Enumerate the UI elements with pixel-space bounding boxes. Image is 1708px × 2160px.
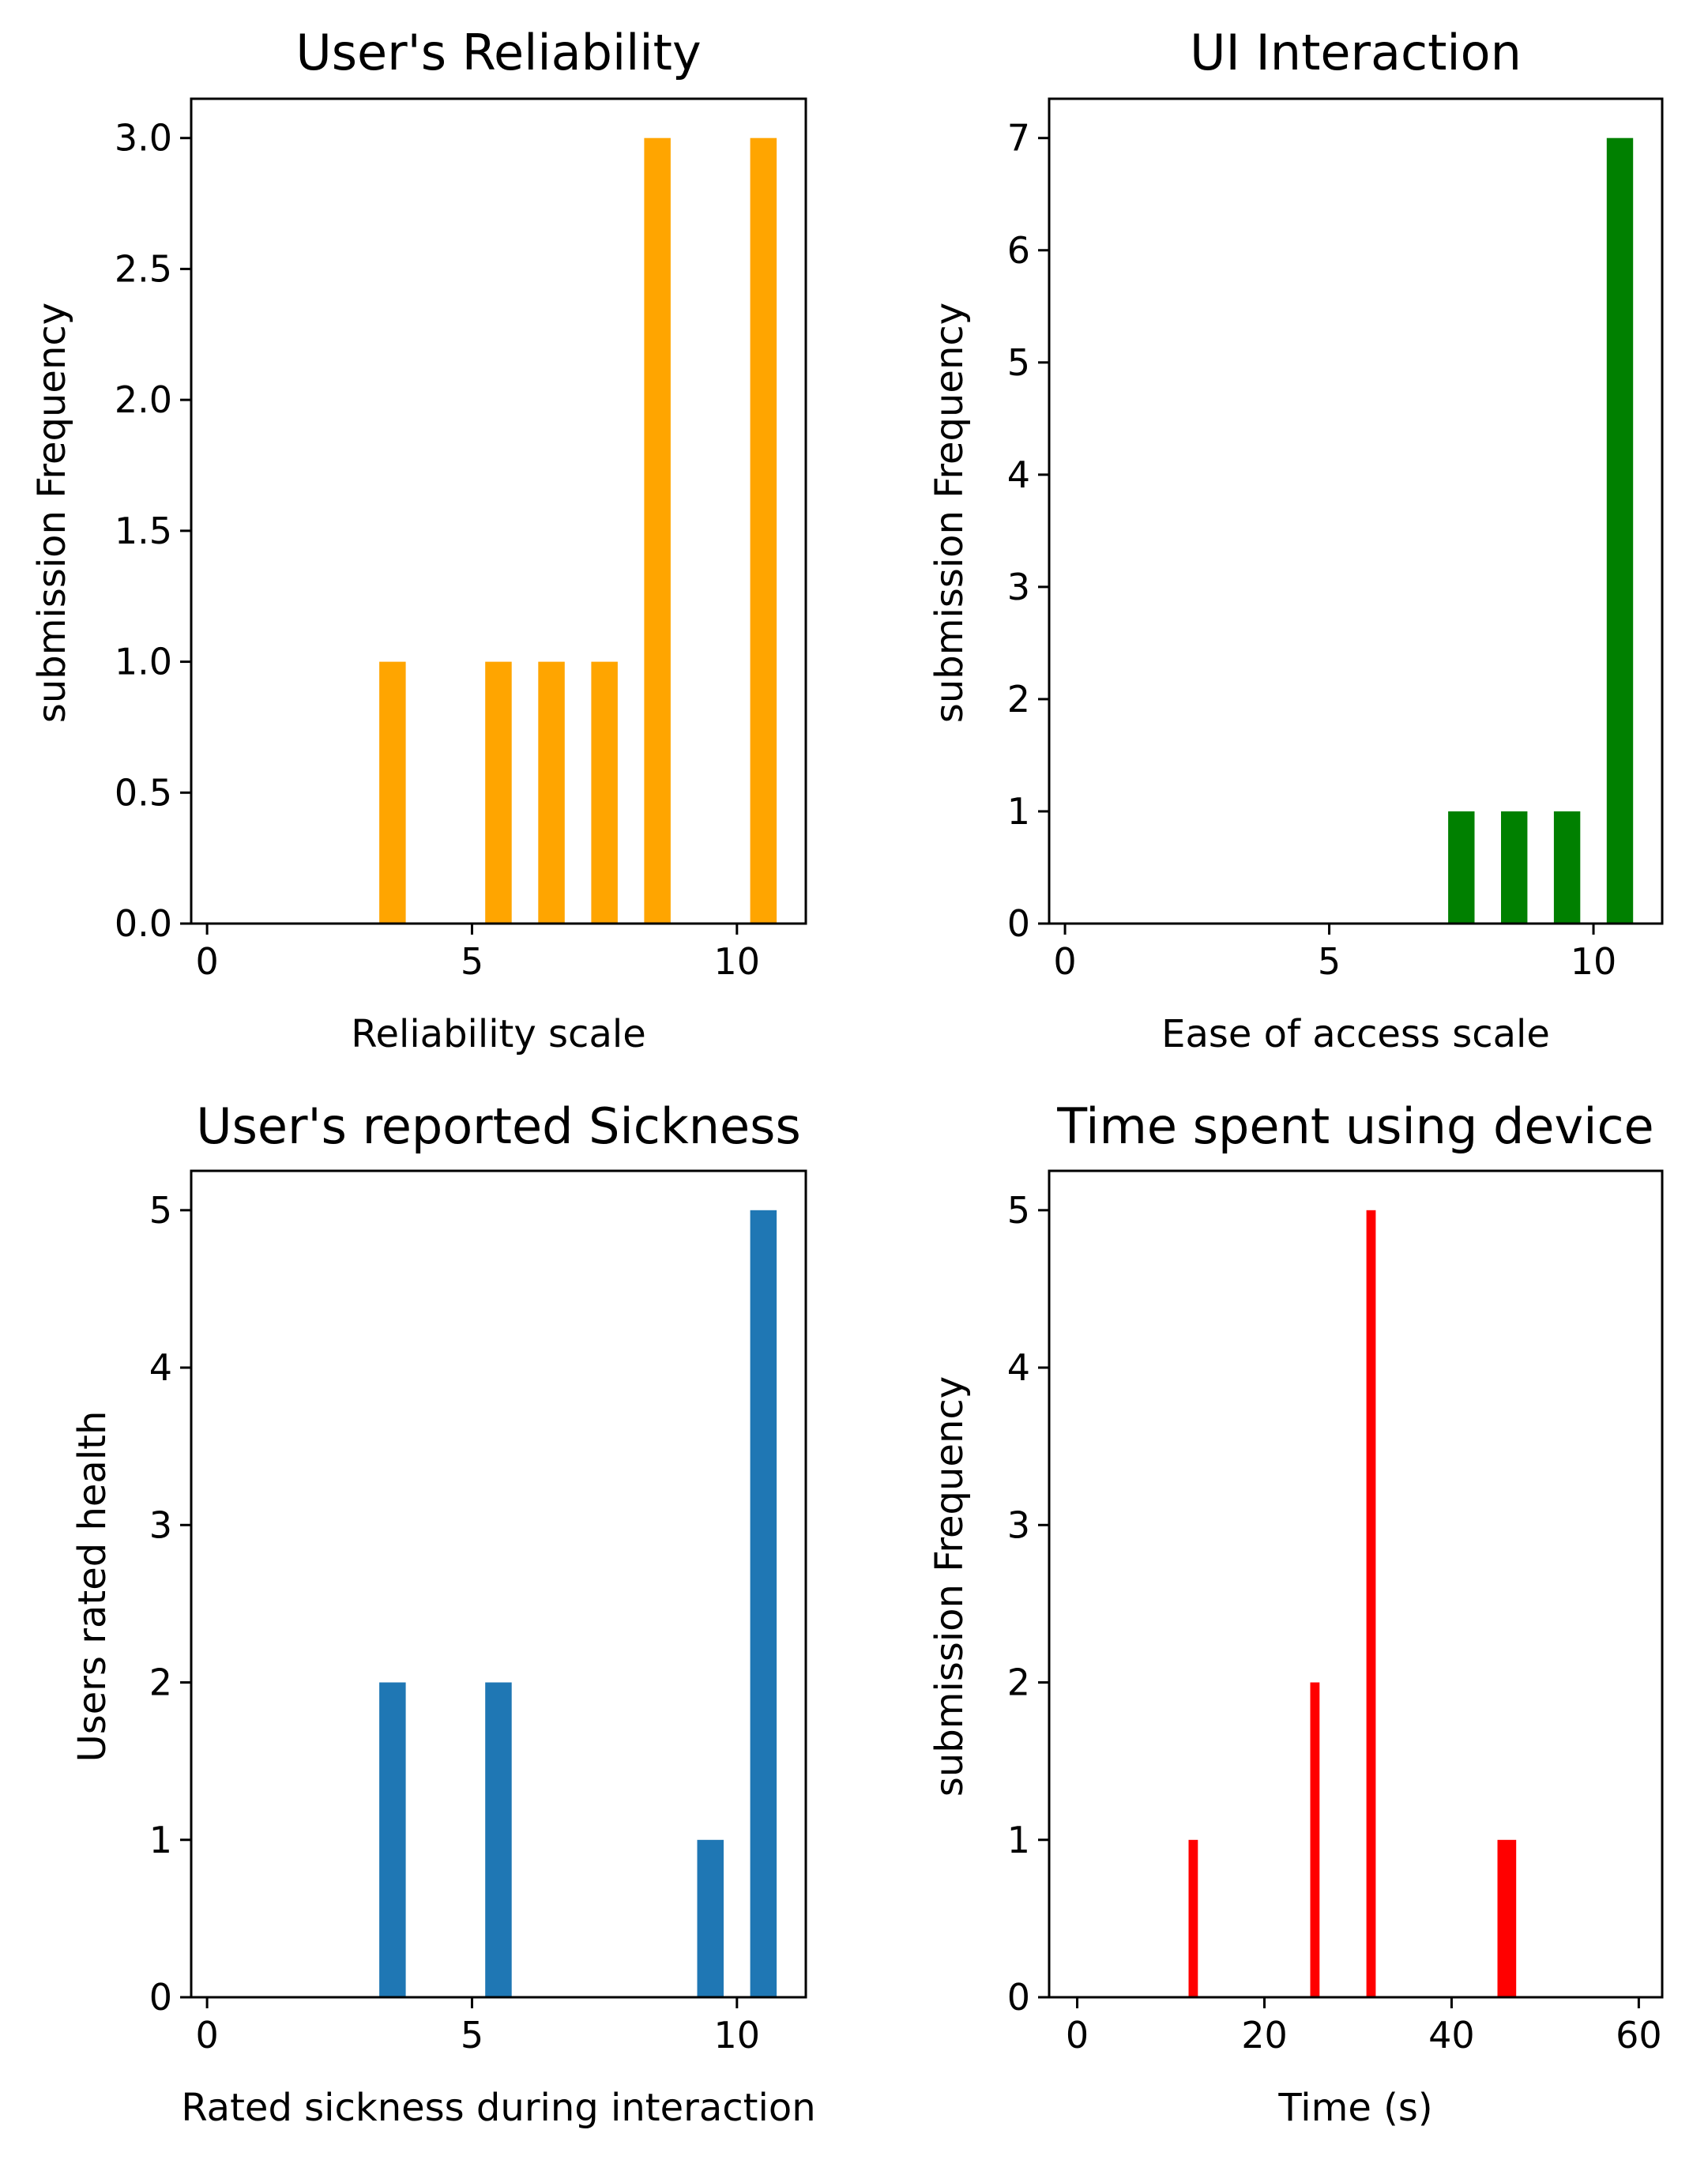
x-tick-label: 5 [1318, 940, 1341, 983]
y-axis-label: submission Frequency [30, 303, 74, 723]
x-tick-label: 10 [714, 940, 761, 983]
chart-title: User's reported Sickness [196, 1097, 801, 1155]
y-tick-label: 5 [149, 1189, 172, 1232]
y-tick-label: 3 [1007, 566, 1030, 608]
x-axis-label: Reliability scale [351, 1012, 645, 1056]
bar [697, 1839, 724, 1997]
x-tick-label: 0 [1053, 940, 1076, 983]
x-tick-label: 0 [195, 2014, 218, 2057]
chart-title: User's Reliability [295, 24, 701, 81]
y-tick-label: 5 [1007, 341, 1030, 384]
y-axis-label: submission Frequency [927, 303, 972, 723]
chart-users-reported-sickness: User's reported Sickness Rated sickness … [70, 1097, 816, 2130]
bar [1606, 137, 1634, 924]
chart-ui-interaction: UI Interaction Ease of access scale subm… [927, 24, 1664, 1056]
x-tick-label: 40 [1428, 2014, 1475, 2057]
x-tick-label: 20 [1241, 2014, 1288, 2057]
bar [1448, 811, 1475, 924]
ticks: 0 5 10 0 1 2 3 4 5 6 7 [1007, 117, 1617, 983]
y-tick-label: 1 [149, 1819, 172, 1861]
y-axis-label: submission Frequency [927, 1376, 972, 1797]
plot-frame [1048, 97, 1664, 925]
y-tick-label: 4 [1007, 1346, 1030, 1389]
y-tick-label: 0 [1007, 1976, 1030, 2019]
bar [1497, 1839, 1517, 1997]
bar [538, 661, 565, 924]
x-tick-label: 10 [714, 2014, 761, 2057]
bar [591, 661, 618, 924]
x-tick-label: 5 [461, 940, 483, 983]
bars [379, 1210, 777, 1997]
x-axis-label: Ease of access scale [1161, 1012, 1550, 1056]
chart-time-spent-using-device: Time spent using device Time (s) submiss… [927, 1097, 1664, 2130]
y-tick-label: 2.5 [115, 247, 172, 290]
bar [750, 137, 777, 924]
chart-users-reliability: User's Reliability Reliability scale sub… [30, 24, 807, 1056]
y-tick-label: 2 [1007, 1661, 1030, 1704]
bars [379, 137, 777, 924]
x-tick-label: 5 [461, 2014, 483, 2057]
y-tick-label: 1.5 [115, 510, 172, 552]
y-tick-label: 5 [1007, 1189, 1030, 1232]
y-tick-label: 0 [149, 1976, 172, 2019]
y-tick-label: 4 [1007, 453, 1030, 496]
y-tick-label: 3.0 [115, 117, 172, 160]
y-tick-label: 3 [1007, 1503, 1030, 1546]
y-tick-label: 2 [1007, 678, 1030, 721]
y-tick-label: 2.0 [115, 378, 172, 421]
y-tick-label: 0.0 [115, 902, 172, 945]
bar [644, 137, 671, 924]
chart-title: UI Interaction [1190, 24, 1522, 81]
y-tick-label: 0 [1007, 902, 1030, 945]
bar [1501, 811, 1528, 924]
plot-frame [190, 97, 807, 925]
bar [1366, 1210, 1376, 1997]
y-axis-label: Users rated health [70, 1411, 115, 1763]
x-tick-label: 0 [195, 940, 218, 983]
bar [1553, 811, 1581, 924]
plot-frame [190, 1169, 807, 1999]
bar [379, 661, 406, 924]
y-tick-label: 1.0 [115, 641, 172, 683]
y-tick-label: 3 [149, 1503, 172, 1546]
bar [750, 1210, 777, 1997]
ticks: 0 5 10 0 1 2 3 4 5 [149, 1189, 760, 2057]
chart-title: Time spent using device [1056, 1097, 1653, 1155]
y-tick-label: 2 [149, 1661, 172, 1704]
x-axis-label: Rated sickness during interaction [181, 2086, 815, 2130]
bars [1448, 137, 1634, 924]
y-tick-label: 7 [1007, 117, 1030, 160]
bar [379, 1682, 406, 1997]
x-tick-label: 60 [1616, 2014, 1662, 2057]
bar [1310, 1682, 1320, 1997]
ticks: 0 20 40 60 0 1 2 3 4 5 [1007, 1189, 1662, 2057]
bar [485, 661, 512, 924]
y-tick-label: 1 [1007, 790, 1030, 833]
y-tick-label: 4 [149, 1346, 172, 1389]
ticks: 0 5 10 0.0 0.5 1.0 1.5 2.0 2.5 3.0 [115, 117, 760, 983]
x-tick-label: 10 [1571, 940, 1617, 983]
plot-frame [1048, 1169, 1664, 1999]
y-tick-label: 0.5 [115, 771, 172, 814]
x-tick-label: 0 [1066, 2014, 1089, 2057]
bars [1188, 1210, 1517, 1997]
x-axis-label: Time (s) [1277, 2086, 1432, 2130]
y-tick-label: 6 [1007, 229, 1030, 272]
bar [1188, 1839, 1198, 1997]
y-tick-label: 1 [1007, 1819, 1030, 1861]
bar [485, 1682, 512, 1997]
